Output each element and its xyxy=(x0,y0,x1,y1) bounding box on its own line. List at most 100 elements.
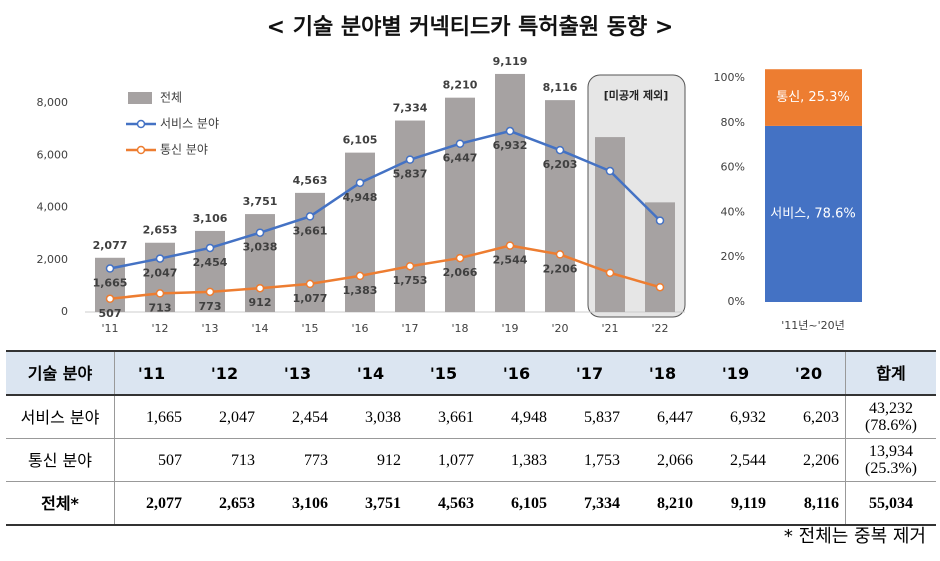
y-tick-label: 80% xyxy=(721,116,745,129)
line-label: 3,038 xyxy=(243,241,278,254)
table-cell: '14 xyxy=(334,350,407,396)
table-cell: '12 xyxy=(188,350,261,396)
table-cell: 6,105 xyxy=(480,481,553,526)
marker xyxy=(605,268,615,278)
table-row: 기술 분야 '11'12'13'14'15'16'17'18'19'20 합계 xyxy=(6,350,936,396)
marker xyxy=(555,145,565,155)
marker xyxy=(505,241,515,250)
bar-label: 3,751 xyxy=(243,195,278,208)
marker xyxy=(155,254,165,263)
table-cell: 8,116 xyxy=(772,481,846,526)
marker xyxy=(505,126,515,136)
legend-marker xyxy=(136,119,146,129)
table-row: 통신 분야 507 713 773 912 1,077 1,383 1,753 2,066 2,5… xyxy=(6,438,936,482)
table-row: 전체* 2,077 2,653 3,106 3,751 4,563 6,105 7,334 8,… xyxy=(6,481,936,526)
marker xyxy=(205,287,215,297)
table-cell: 2,047 xyxy=(188,395,261,439)
marker xyxy=(455,253,465,263)
table-cell: 2,066 xyxy=(626,438,699,482)
table-cell: 713 xyxy=(188,438,261,482)
line-label: 2,206 xyxy=(543,262,578,275)
marker xyxy=(105,264,115,273)
marker xyxy=(655,216,665,225)
x-tick-label: '16 xyxy=(351,322,368,335)
table-cell: '11 xyxy=(114,350,188,396)
x-tick-label: '18 xyxy=(451,322,468,335)
bar-label: 8,116 xyxy=(543,81,578,94)
table-cell: 1,077 xyxy=(407,438,480,482)
bar xyxy=(445,97,475,313)
table-cell: 6,203 xyxy=(772,395,846,439)
legend-marker xyxy=(136,145,146,155)
y-tick-label: 2,000 xyxy=(37,253,69,266)
table-cell: 2,206 xyxy=(772,438,846,482)
y-tick-label: 60% xyxy=(721,161,745,174)
y-tick-label: 0% xyxy=(728,295,745,308)
marker xyxy=(355,178,365,188)
table-cell: 합계 xyxy=(845,350,936,396)
x-tick-label: '21 xyxy=(601,322,618,335)
table-cell: 773 xyxy=(261,438,334,482)
y-tick-label: 8,000 xyxy=(37,96,69,109)
x-tick-label: '17 xyxy=(401,322,418,335)
y-tick-label: 100% xyxy=(714,71,745,84)
table-cell: 6,447 xyxy=(626,395,699,439)
bar-label: 8,210 xyxy=(443,79,478,92)
x-tick-label: '11 xyxy=(101,322,118,335)
table-cell: 전체* xyxy=(6,481,115,526)
y-tick-label: 6,000 xyxy=(37,148,69,161)
line-label: 1,665 xyxy=(93,277,128,290)
legend-swatch xyxy=(128,92,152,104)
title: < 기술 분야별 커넥티드카 특허출원 동향 > xyxy=(267,15,674,40)
line-label: 1,383 xyxy=(343,284,378,297)
bar xyxy=(145,242,175,312)
x-tick-label: '14 xyxy=(251,322,268,335)
x-tick-label: '20 xyxy=(551,322,568,335)
x-tick-label: '11년~'20년 xyxy=(781,319,845,332)
table-cell: 2,544 xyxy=(699,438,772,482)
legend-label: 전체 xyxy=(160,91,182,105)
line-label: 2,066 xyxy=(443,266,478,279)
table-cell: 3,038 xyxy=(334,395,407,439)
marker xyxy=(405,155,415,164)
marker xyxy=(355,271,365,281)
line-label: 6,932 xyxy=(493,139,528,152)
line-label: 773 xyxy=(199,300,222,313)
line-label: 2,544 xyxy=(493,254,528,267)
table-cell: '18 xyxy=(626,350,699,396)
segment-label: 통신, 25.3% xyxy=(776,90,849,105)
table-row: 서비스 분야 1,665 2,047 2,454 3,038 3,661 4,948 5,83… xyxy=(6,395,936,439)
marker xyxy=(655,282,665,292)
bar xyxy=(395,120,425,312)
bar-segment xyxy=(765,69,862,126)
x-tick-label: '13 xyxy=(201,322,218,335)
y-tick-label: 40% xyxy=(721,205,745,218)
table-cell: 1,665 xyxy=(114,395,188,439)
table-cell: 서비스 분야 xyxy=(6,395,115,439)
table-cell: 912 xyxy=(334,438,407,482)
bar-label: 6,105 xyxy=(343,134,378,147)
footnote: * 전체는 중복 제거 xyxy=(783,526,926,547)
line xyxy=(109,129,661,270)
x-tick-label: '15 xyxy=(301,322,318,335)
bar xyxy=(595,137,625,312)
chart: < 기술 분야별 커넥티드카 특허출원 동향 > 0 2,000 4,000 6,00… xyxy=(37,15,862,335)
line-label: 2,454 xyxy=(193,256,228,269)
annotation: [미공개 제외] xyxy=(604,88,668,102)
line-label: 1,077 xyxy=(293,292,328,305)
table: 기술 분야 '11'12'13'14'15'16'17'18'19'20 합계 서비스… xyxy=(6,350,936,526)
bar xyxy=(545,100,575,312)
line-label: 3,661 xyxy=(293,224,328,237)
line-label: 507 xyxy=(99,307,122,320)
marker xyxy=(305,212,315,221)
table-cell: 5,837 xyxy=(553,395,626,439)
table-cell: '19 xyxy=(699,350,772,396)
marker xyxy=(305,279,315,289)
table-cell: 43,232 (78.6%) xyxy=(845,395,936,439)
line-label: 4,948 xyxy=(343,191,378,204)
table-cell: 2,653 xyxy=(188,481,261,526)
table-cell: 13,934 (25.3%) xyxy=(845,438,936,482)
table-cell: '13 xyxy=(261,350,334,396)
bar-label: 9,119 xyxy=(493,55,528,68)
